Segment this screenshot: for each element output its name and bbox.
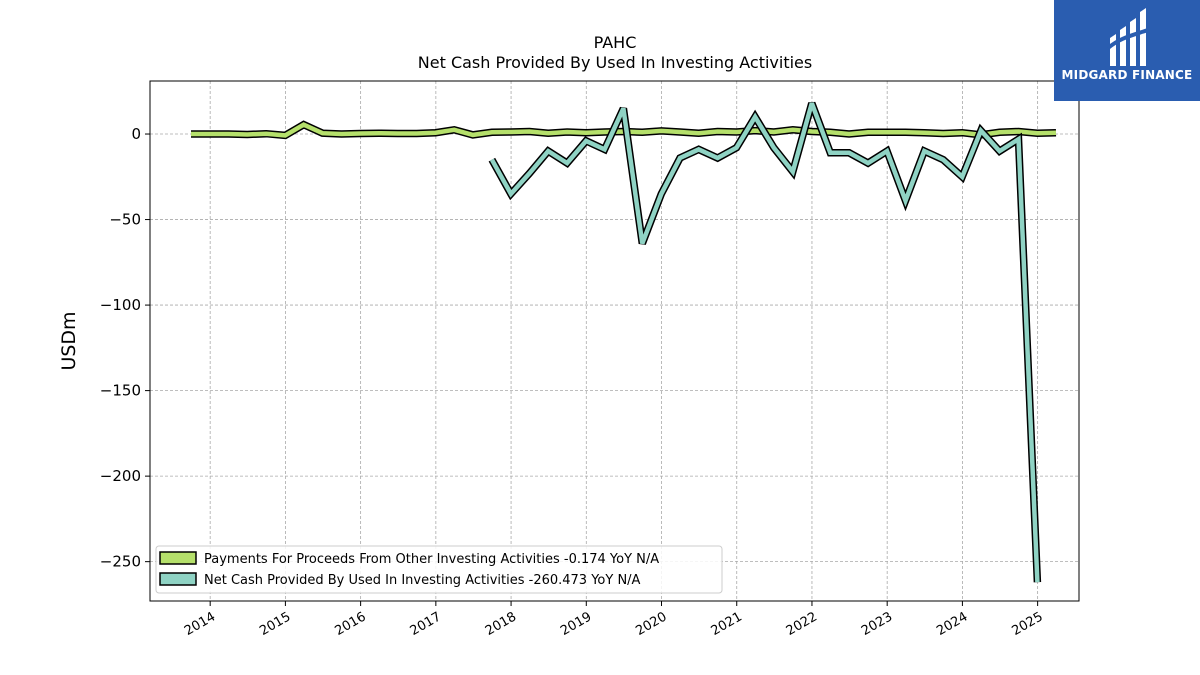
series-outline-net-cash <box>488 101 1042 583</box>
x-tick-label: 2014 <box>182 609 218 639</box>
chart-subtitle: Net Cash Provided By Used In Investing A… <box>418 53 812 72</box>
legend-swatch-payments <box>159 551 197 565</box>
x-tick-label: 2020 <box>633 609 669 639</box>
x-tick-label: 2025 <box>1009 609 1045 639</box>
x-axis-ticks: 2014 2015 2016 2017 2018 2019 2020 2021 2022 2023… <box>182 601 1046 639</box>
logo-text: MIDGARD FINANCE <box>1061 68 1193 82</box>
x-tick-label: 2019 <box>558 609 594 639</box>
grid-lines <box>150 81 1079 601</box>
x-tick-label: 2021 <box>709 609 745 639</box>
x-tick-label: 2023 <box>859 609 895 639</box>
x-tick-label: 2017 <box>408 609 444 639</box>
legend-frame <box>155 545 723 594</box>
x-tick-label: 2024 <box>934 609 970 639</box>
y-axis-ticks: 0 −50 −100 −150 −200 −250 <box>100 125 150 571</box>
y-axis-label: USDm <box>58 311 80 370</box>
y-tick-label: −50 <box>109 211 141 229</box>
y-tick-label: −200 <box>100 467 141 485</box>
chart-title: PAHC <box>594 33 637 52</box>
legend-swatch-net-cash <box>159 572 197 586</box>
y-tick-label: −100 <box>100 296 141 314</box>
y-tick-label: −150 <box>100 382 141 400</box>
plot-area-frame <box>149 80 1080 602</box>
y-tick-label: −250 <box>100 553 141 571</box>
x-tick-label: 2018 <box>483 609 519 639</box>
x-tick-label: 2015 <box>257 609 293 639</box>
series-line-net-cash <box>489 102 1040 583</box>
legend-label-payments: Payments For Proceeds From Other Investi… <box>204 552 659 567</box>
legend-label-net-cash: Net Cash Provided By Used In Investing A… <box>204 573 641 588</box>
y-tick-label: 0 <box>131 125 141 143</box>
series-lines <box>191 101 1057 583</box>
legend: Payments For Proceeds From Other Investi… <box>155 545 723 594</box>
x-tick-label: 2016 <box>332 609 368 639</box>
x-tick-label: 2022 <box>784 609 820 639</box>
logo-mark-icon <box>1106 8 1149 66</box>
midgard-finance-logo: MIDGARD FINANCE <box>1054 0 1200 101</box>
